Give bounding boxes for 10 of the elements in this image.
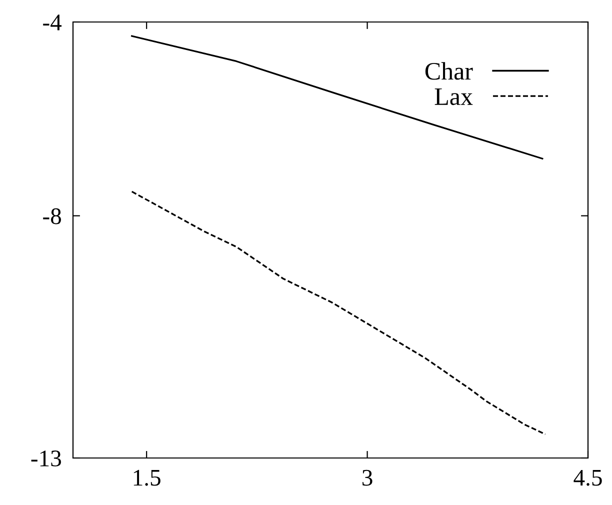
x-tick-label: 1.5	[134, 470, 160, 486]
line-series	[131, 35, 544, 160]
y-tick-label: -13	[31, 450, 61, 466]
x-tick-label: 3	[362, 470, 372, 486]
legend-label: Lax	[434, 88, 473, 106]
x-tick-label: 4.5	[574, 470, 602, 486]
legend-label: Char	[425, 62, 473, 80]
y-tick-label: -4	[43, 14, 62, 30]
line-series	[131, 190, 546, 436]
y-tick-label: -8	[43, 208, 61, 224]
